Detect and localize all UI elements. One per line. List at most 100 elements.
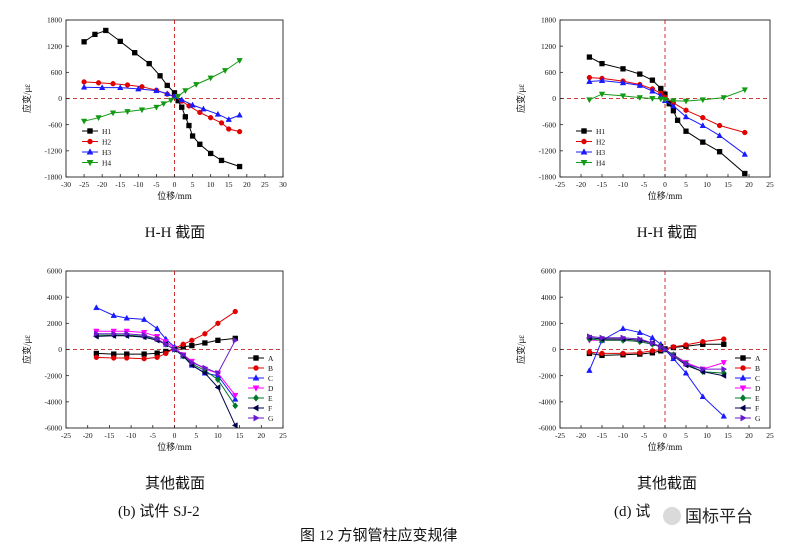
data-point — [636, 95, 643, 102]
data-point — [182, 114, 188, 120]
legend-label: H4 — [596, 158, 605, 167]
legend-item-C: C — [248, 374, 273, 383]
series-line — [589, 89, 745, 102]
legend-marker — [739, 394, 747, 402]
y-tick-label: 1800 — [47, 16, 62, 25]
x-tick-label: 10 — [207, 180, 215, 189]
x-tick-label: -10 — [133, 180, 143, 189]
data-point — [682, 98, 690, 105]
data-point — [661, 96, 669, 103]
x-tick-label: 15 — [724, 431, 732, 440]
data-point — [189, 342, 195, 349]
chart-2: -25 -20 -15 -10 -5 0 5 10 15 20 25 -1800 -1200 -600 0 6… — [515, 16, 774, 201]
data-point — [599, 60, 605, 67]
x-tick-label: -20 — [576, 180, 586, 189]
data-point — [215, 320, 221, 326]
data-point — [154, 354, 160, 361]
data-point — [649, 348, 656, 354]
x-tick-label: 0 — [663, 180, 667, 189]
legend-label: D — [755, 384, 761, 393]
data-point — [670, 102, 677, 109]
y-tick-label: -1800 — [539, 173, 557, 182]
data-point — [93, 330, 100, 337]
series-E — [586, 335, 727, 377]
data-point — [189, 359, 196, 366]
y-tick-label: 1200 — [47, 42, 62, 51]
data-point — [586, 54, 593, 60]
data-point — [189, 101, 196, 108]
x-tick-label: -25 — [79, 180, 89, 189]
data-point — [586, 349, 593, 355]
legend-item-H2: H2 — [576, 137, 605, 146]
legend-label: H3 — [102, 148, 111, 157]
data-point — [110, 312, 117, 318]
data-point — [160, 101, 167, 108]
data-point — [637, 335, 644, 343]
legend-item-H2: H2 — [82, 137, 111, 146]
data-point — [649, 77, 656, 83]
y-tick-label: -2000 — [539, 371, 557, 380]
data-point — [674, 117, 681, 123]
y-tick-label: 6000 — [541, 267, 556, 276]
data-point — [619, 79, 627, 86]
data-point — [132, 50, 138, 56]
y-tick-label: -1200 — [539, 147, 557, 156]
legend-label: E — [755, 394, 760, 403]
data-point — [110, 81, 116, 87]
x-tick-label: 5 — [684, 431, 688, 440]
data-point — [620, 66, 626, 72]
data-point — [178, 96, 185, 103]
data-point — [598, 77, 606, 84]
data-point — [598, 91, 606, 98]
data-point — [111, 355, 117, 361]
data-point — [231, 422, 238, 429]
data-point — [742, 129, 748, 136]
legend-marker — [580, 160, 588, 167]
data-point — [226, 126, 232, 132]
legend-item-F: F — [735, 404, 759, 413]
series-line — [589, 77, 745, 133]
data-point — [662, 346, 669, 353]
data-point — [215, 337, 221, 343]
y-axis-title: 应变/με — [515, 335, 526, 364]
data-point — [207, 75, 214, 82]
data-point — [699, 97, 706, 104]
legend-item-F: F — [248, 404, 272, 413]
x-tick-label: 25 — [261, 180, 269, 189]
legend-marker — [87, 138, 93, 145]
legend-label: H1 — [596, 127, 605, 136]
series-line — [84, 81, 240, 133]
data-point — [716, 149, 723, 155]
data-point — [193, 82, 200, 88]
data-point — [699, 393, 706, 400]
legend-marker — [87, 128, 93, 134]
data-point — [619, 325, 627, 331]
data-point — [135, 85, 142, 92]
data-point — [164, 90, 171, 97]
caption-bottom-left: 其他截面 — [144, 476, 205, 492]
data-point — [214, 384, 221, 391]
data-point — [153, 325, 161, 331]
data-point — [139, 84, 145, 90]
data-point — [146, 60, 152, 67]
data-point — [109, 110, 117, 117]
data-point — [236, 58, 243, 64]
x-axis-title: 位移/mm — [648, 190, 683, 201]
data-point — [586, 367, 593, 373]
x-tick-label: -20 — [83, 431, 93, 440]
data-point — [683, 128, 689, 134]
series-A — [93, 335, 238, 357]
data-point — [619, 93, 627, 100]
legend-label: F — [755, 404, 759, 413]
legend-item-G: G — [735, 414, 761, 423]
legend-label: C — [268, 374, 273, 383]
y-tick-label: -1800 — [45, 173, 63, 182]
x-tick-label: -5 — [641, 431, 647, 440]
data-point — [232, 392, 239, 399]
data-point — [182, 88, 189, 95]
data-point — [218, 120, 225, 126]
data-point — [98, 84, 106, 91]
data-point — [700, 339, 706, 345]
legend-marker — [253, 355, 259, 361]
series-G — [586, 333, 728, 373]
